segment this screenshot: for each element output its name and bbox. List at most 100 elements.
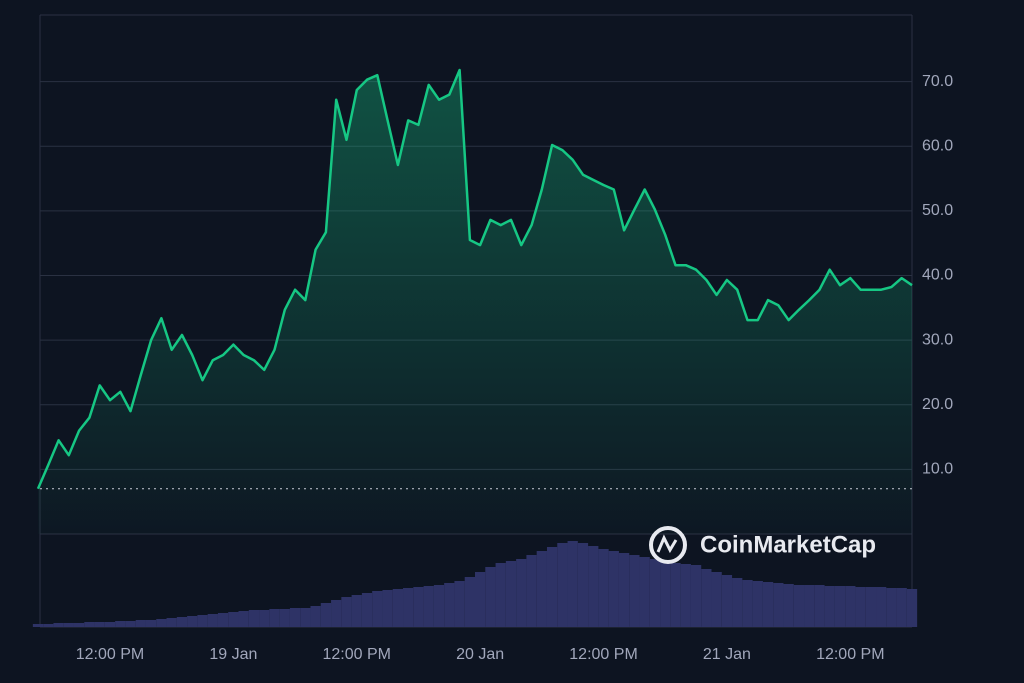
volume-bar [629,555,640,627]
volume-bar [557,543,568,627]
volume-bar [84,622,95,627]
x-tick-label: 19 Jan [209,646,257,663]
volume-bar [639,557,650,627]
volume-bar [814,585,825,627]
x-tick-label: 12:00 PM [816,646,884,663]
volume-bar [690,565,702,627]
volume-bar [310,606,321,627]
volume-bar [680,564,691,627]
volume-bar [444,583,455,627]
volume-bar [824,586,835,627]
volume-bar [289,608,301,627]
volume-bar [495,563,506,627]
price-area [38,70,912,534]
volume-bar [577,543,589,627]
watermark-text: CoinMarketCap [700,531,876,558]
volume-bar [845,586,856,627]
volume-bar [145,620,157,627]
volume-bar [567,541,578,627]
y-tick-label: 40.0 [922,267,953,284]
volume-bar [135,620,146,627]
volume-bar [125,621,136,627]
watermark: CoinMarketCap [649,526,876,564]
volume-bar [742,580,753,627]
y-tick-label: 30.0 [922,331,953,348]
volume-bar [156,619,167,627]
volume-bar [793,585,805,627]
volume-bar [53,623,64,627]
volume-bar [804,585,815,627]
watermark-logo-mark [656,534,678,554]
y-tick-label: 50.0 [922,202,953,219]
volume-bar [320,603,332,627]
volume-bar [711,572,722,627]
volume-bar [331,600,342,627]
volume-bar [382,590,393,627]
volume-bar [32,624,44,627]
volume-bar [207,614,218,627]
volume-bar [269,609,280,627]
x-tick-label: 12:00 PM [323,646,391,663]
volume-bar [546,547,558,627]
volume-bar [454,581,465,627]
volume-bar [773,583,784,627]
x-tick-label: 21 Jan [703,646,751,663]
volume-bar [526,555,537,627]
volume-bar [464,577,475,627]
volume-bar [217,613,229,627]
volume-bar [865,587,877,627]
volume-bar [228,612,239,627]
volume-bar [752,581,763,627]
volume-bar [906,589,918,627]
volume-bar [783,584,794,627]
volume-bar [104,622,116,627]
volume-bar [516,559,527,627]
volume-bar [618,553,630,627]
volume-bar [166,618,177,627]
volume-bar [732,578,743,627]
volume-bar [536,551,547,627]
y-tick-label: 10.0 [922,461,953,478]
volume-bar [762,582,774,627]
volume-bar [63,623,74,627]
volume-bar [361,593,373,627]
volume-bar [392,589,404,627]
volume-bar [834,586,846,627]
volume-bar [876,587,887,627]
volume-bar [413,587,424,627]
volume-bar [588,546,599,627]
volume-bar [300,608,311,627]
x-tick-label: 12:00 PM [569,646,637,663]
volume-bar [701,569,712,627]
volume-bar [248,610,260,627]
volume-bar [115,621,126,627]
price-line [36,68,913,490]
volume-bar [721,575,733,627]
y-tick-label: 60.0 [922,137,953,154]
volume-bar [855,587,866,627]
watermark-logo [649,526,687,564]
volume-bar [433,585,445,627]
volume-bar [598,549,609,627]
volume-bar [341,597,352,627]
y-tick-label: 20.0 [922,396,953,413]
volume-bar [197,615,208,627]
x-tick-label: 12:00 PM [76,646,144,663]
volume-bar [187,616,198,627]
volume-bar [238,611,249,627]
volume-bar [279,609,290,627]
volume-bar [660,561,671,627]
volume-bar [43,624,54,627]
volume-bar [608,551,619,627]
volume-bar [896,588,907,627]
volume-bar [259,610,270,627]
volume-bar [403,588,414,627]
volume-bar [73,623,85,627]
volume-bar [351,595,362,627]
volume-bar [372,591,383,627]
x-tick-label: 20 Jan [456,646,504,663]
volume-bar [94,622,105,627]
volume-bar [176,617,188,627]
